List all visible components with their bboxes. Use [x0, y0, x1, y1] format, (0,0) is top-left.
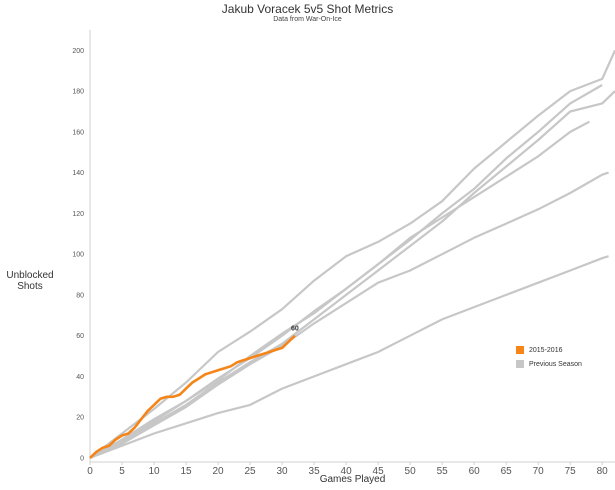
y-tick-label: 40: [76, 374, 84, 381]
legend-item-previous-season[interactable]: Previous Season: [516, 357, 582, 371]
legend-swatch-previous: [516, 360, 524, 368]
x-tick-label: 30: [277, 466, 289, 477]
y-tick-label: 80: [76, 292, 84, 299]
legend-label-current: 2015-2016: [529, 346, 563, 354]
x-tick-label: 50: [405, 466, 417, 477]
y-tick-label: 140: [72, 170, 84, 177]
chart-title: Jakub Voracek 5v5 Shot Metrics: [221, 2, 394, 16]
legend-swatch-current: [516, 346, 524, 354]
previous-season-line[interactable]: [89, 171, 609, 459]
x-tick-label: 35: [309, 466, 321, 477]
y-tick-label: 200: [72, 48, 84, 55]
x-tick-label: 15: [180, 466, 192, 477]
x-axis-label: Games Played: [319, 474, 386, 485]
x-tick-label: 20: [212, 466, 224, 477]
y-tick-label: 0: [80, 455, 84, 462]
current-season-line: 60: [89, 326, 299, 459]
current-season-line-path[interactable]: [89, 334, 296, 459]
previous-season-line[interactable]: [89, 84, 603, 459]
legend-item-current-season[interactable]: 2015-2016: [516, 343, 582, 357]
previous-season-line[interactable]: [89, 90, 615, 459]
x-tick-label: 80: [597, 466, 609, 477]
y-axis-label-line-2: Shots: [17, 281, 43, 292]
y-axis-label: Unblocked Shots: [2, 270, 58, 292]
previous-season-line[interactable]: [89, 255, 609, 459]
x-tick-label: 25: [244, 466, 256, 477]
x-tick-label: 0: [87, 466, 93, 477]
y-tick-label: 160: [72, 129, 84, 136]
x-tick-label: 70: [533, 466, 545, 477]
x-tick-label: 45: [373, 466, 385, 477]
x-tick-label: 40: [341, 466, 353, 477]
previous-season-line[interactable]: [89, 120, 590, 459]
chart-subtitle: Data from War-On-Ice: [273, 16, 342, 23]
previous-season-line[interactable]: [89, 49, 615, 459]
legend: 2015-2016 Previous Season: [516, 343, 582, 371]
x-tick-label: 65: [501, 466, 513, 477]
y-tick-label: 100: [72, 252, 84, 259]
y-tick-label: 180: [72, 89, 84, 96]
x-tick-label: 10: [148, 466, 160, 477]
end-value-label: 60: [291, 326, 299, 333]
x-tick-label: 60: [469, 466, 481, 477]
legend-label-previous: Previous Season: [529, 360, 582, 368]
axes: 0 20 40 60 80 100 120 140 160 180 200 0 5 10 15 20 25 30 3…: [72, 30, 615, 477]
x-tick-label: 5: [119, 466, 125, 477]
y-axis-label-line-1: Unblocked: [6, 270, 54, 281]
y-tick-label: 60: [76, 333, 84, 340]
y-tick-label: 20: [76, 415, 84, 422]
x-tick-label: 75: [565, 466, 577, 477]
x-tick-label: 55: [437, 466, 449, 477]
previous-season-lines: [89, 49, 615, 459]
y-tick-label: 120: [72, 211, 84, 218]
